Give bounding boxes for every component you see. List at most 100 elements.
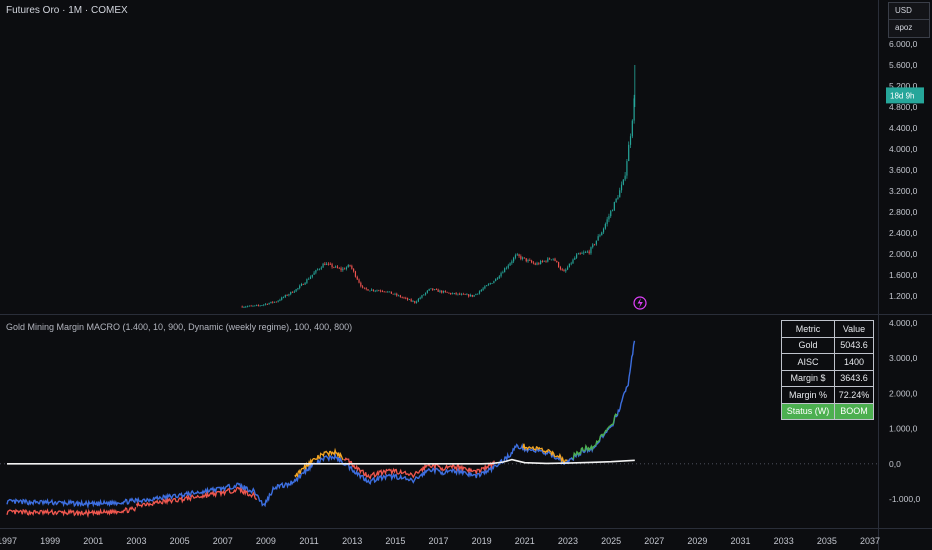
currency-label[interactable]: USD	[895, 6, 912, 15]
candle-body	[495, 278, 497, 282]
candle-body	[403, 297, 405, 299]
time-tick-label: 2015	[385, 536, 405, 546]
candle-body	[432, 288, 434, 291]
candle-body	[387, 291, 389, 293]
time-tick-label: 2003	[126, 536, 146, 546]
metric-aisc-label: AISC	[781, 353, 835, 371]
margin-line-orange-2011	[294, 447, 344, 478]
candle-body	[534, 263, 536, 265]
candle-body	[286, 295, 288, 296]
candle-body	[340, 268, 342, 271]
candle-body	[243, 306, 245, 308]
margin-line-green-2024	[572, 413, 618, 460]
candle-body	[349, 264, 351, 266]
candle-body	[268, 303, 270, 305]
scale-mode-label[interactable]: apoz	[889, 19, 929, 36]
metrics-header-metric: Metric	[781, 320, 835, 338]
candle-body	[468, 294, 470, 297]
price-tick-label: 2.800,0	[889, 207, 918, 217]
price-tick-label: 2.000,0	[889, 249, 918, 259]
candle-body	[514, 255, 517, 258]
candle-body	[421, 295, 423, 298]
candle-body	[419, 297, 421, 299]
time-tick-label: 2013	[342, 536, 362, 546]
metric-margin-pct-value: 72.24%	[834, 386, 874, 404]
time-tick-label: 2007	[213, 536, 233, 546]
candle-body	[362, 286, 364, 288]
time-tick-label: 2019	[472, 536, 492, 546]
candle-body	[482, 288, 484, 290]
candle-body	[457, 293, 459, 295]
candle-body	[295, 289, 297, 292]
candle-body	[620, 184, 623, 191]
candle-body	[363, 287, 366, 289]
time-tick-label: 2025	[601, 536, 621, 546]
candle-body	[477, 293, 479, 295]
candle-body	[273, 301, 276, 303]
candle-body	[252, 305, 254, 307]
candle-body	[250, 305, 252, 307]
candle-body	[527, 259, 529, 262]
candle-body	[464, 294, 466, 295]
time-tick-label: 2017	[428, 536, 448, 546]
candle-body	[317, 269, 319, 271]
candle-body	[466, 294, 468, 296]
candle-body	[335, 266, 337, 268]
candle-body	[469, 294, 472, 297]
candle-body	[608, 216, 610, 220]
candle-body	[401, 297, 403, 298]
candle-body	[626, 161, 628, 176]
candle-body	[489, 283, 491, 285]
candle-body	[462, 293, 464, 295]
candle-body	[275, 301, 277, 303]
candle-body	[444, 291, 446, 292]
candle-body	[441, 290, 443, 293]
candle-body	[522, 257, 524, 259]
candle-body	[455, 293, 457, 295]
candle-body	[437, 289, 439, 292]
time-tick-label: 2011	[299, 536, 318, 546]
candle-body	[405, 297, 407, 299]
candle-body	[550, 259, 553, 261]
candle-body	[246, 306, 249, 308]
candle-body	[353, 268, 355, 272]
price-candles	[241, 94, 635, 308]
candle-body	[568, 263, 570, 268]
price-tick-label: 4.400,0	[889, 123, 918, 133]
candle-body	[288, 294, 290, 296]
candle-body	[315, 270, 317, 273]
candle-body	[304, 282, 306, 285]
candle-body	[617, 197, 619, 199]
currency-box[interactable]: USD apoz	[888, 2, 930, 38]
indicator-tick-label: 4.000,0	[889, 318, 918, 328]
candle-body	[588, 251, 590, 254]
margin-line-orange-2021	[522, 443, 568, 463]
metric-status-value: BOOM	[834, 402, 874, 420]
candle-body	[302, 283, 304, 285]
time-tick-label: 2023	[558, 536, 578, 546]
candle-body	[511, 261, 513, 264]
candle-body	[378, 290, 380, 292]
candle-body	[412, 301, 414, 302]
candle-body	[536, 263, 538, 265]
price-tick-label: 5.200,0	[889, 81, 918, 91]
candle-body	[513, 257, 515, 262]
candle-body	[261, 305, 263, 306]
candle-body	[606, 219, 608, 224]
candle-body	[597, 236, 599, 241]
candle-body	[532, 262, 535, 264]
metrics-header-value: Value	[834, 320, 874, 338]
candle-body	[426, 290, 428, 293]
candle-body	[329, 263, 331, 265]
candle-body	[451, 293, 454, 295]
candle-body	[545, 260, 547, 262]
candle-body	[254, 305, 256, 307]
price-tick-label: 3.200,0	[889, 186, 918, 196]
indicator-tick-label: 3.000,0	[889, 353, 918, 363]
candle-body	[611, 210, 614, 212]
candle-body	[633, 98, 635, 121]
time-tick-label: 2001	[83, 536, 103, 546]
candle-body	[435, 289, 437, 291]
lightning-bolt	[637, 298, 643, 308]
